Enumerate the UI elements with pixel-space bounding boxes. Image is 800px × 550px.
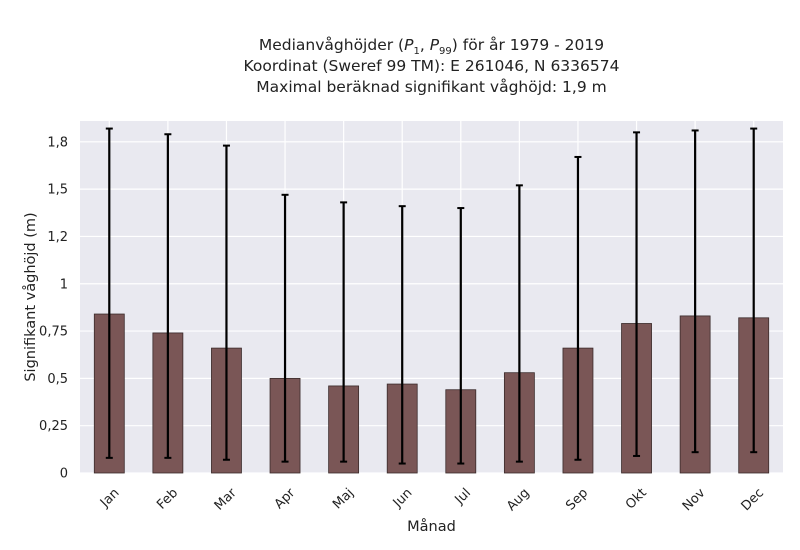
x-tick-label-aug: Aug: [504, 486, 533, 515]
title-prefix: Medianvåghöjder (: [258, 36, 405, 54]
title-separator: ,: [419, 36, 430, 54]
title-line-3: Maximal beräknad signifikant våghöjd: 1,…: [256, 78, 607, 96]
error-bars: [105, 127, 758, 465]
x-tick-label-maj: Maj: [330, 486, 357, 513]
y-tick-labels: 0 0,25 0,5 0,75 1 1,2 1,5 1,8: [39, 135, 68, 481]
x-tick-label-apr: Apr: [272, 485, 299, 512]
y-tick-label: 0,5: [47, 372, 68, 387]
title-line-1: Medianvåghöjder (P1, P99) för år 1979 - …: [80, 35, 783, 58]
title-p1-letter: P: [404, 36, 414, 54]
x-tick-label-jul: Jul: [452, 486, 474, 508]
x-tick-label-jun: Jun: [390, 486, 416, 512]
y-tick-label: 1,8: [47, 135, 68, 150]
x-tick-label-feb: Feb: [154, 486, 181, 513]
x-axis-label: Månad: [407, 518, 456, 535]
x-tick-label-sep: Sep: [563, 486, 591, 514]
x-tick-label-jan: Jan: [97, 486, 122, 511]
y-tick-label: 1,5: [47, 183, 68, 198]
title-p1-sub: 1: [413, 46, 420, 58]
y-axis-label: Signifikant våghöjd (m): [22, 212, 39, 381]
title-p99-letter: P: [429, 36, 440, 54]
plot-area: [80, 121, 783, 473]
chart-title: Medianvåghöjder (P1, P99) för år 1979 - …: [80, 35, 783, 98]
y-tick-label: 0,75: [39, 325, 68, 340]
x-tick-label-okt: Okt: [623, 486, 650, 513]
y-tick-label: 1,2: [47, 230, 68, 245]
title-line-2: Koordinat (Sweref 99 TM): E 261046, N 63…: [243, 57, 620, 75]
title-p99-sub: 99: [439, 46, 452, 58]
y-tick-label: 0: [60, 467, 68, 482]
x-tick-label-mar: Mar: [212, 485, 240, 513]
horizontal-gridlines: [80, 141, 783, 474]
x-tick-label-dec: Dec: [739, 486, 767, 514]
x-tick-labels: Jan Feb Mar Apr Maj Jun Jul Aug Sep Okt Nov Dec: [97, 485, 767, 514]
x-tick-label-nov: Nov: [680, 485, 709, 514]
y-tick-label: 1: [60, 277, 68, 292]
y-tick-label: 0,25: [39, 419, 68, 434]
title-suffix: ) för år 1979 - 2019: [451, 36, 605, 54]
